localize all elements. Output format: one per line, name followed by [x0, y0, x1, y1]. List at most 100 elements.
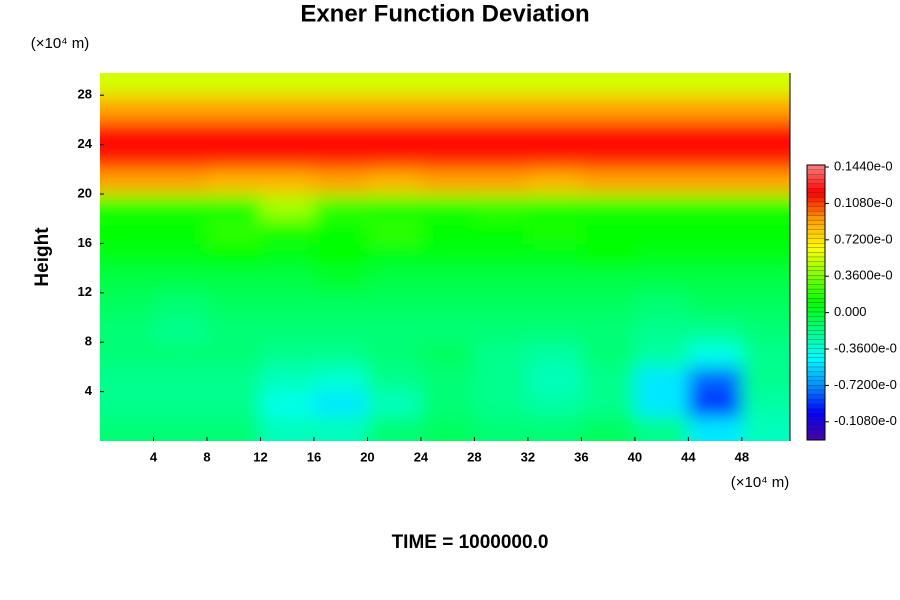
field-cell	[367, 119, 422, 146]
field-cell	[367, 218, 422, 244]
field-cell	[741, 119, 790, 146]
field-cell	[420, 391, 475, 417]
field-cell	[634, 391, 689, 417]
colorbar-band	[806, 380, 826, 386]
x-tick-label: 4	[150, 449, 158, 464]
colorbar-band	[806, 371, 826, 377]
colorbar-label: 0.1440e-0	[834, 158, 893, 173]
field-cell	[688, 292, 743, 319]
field-cell	[260, 144, 315, 170]
field-cell	[153, 119, 208, 146]
x-unit: (×10⁴ m)	[731, 474, 790, 491]
field-cell	[634, 317, 689, 343]
field-cell	[260, 342, 315, 368]
colorbar-band	[806, 288, 826, 294]
field-cell	[153, 194, 208, 220]
colorbar-label: 0.1080e-0	[834, 195, 893, 210]
x-tick-label: 12	[253, 449, 267, 464]
field-cell	[313, 292, 368, 319]
field-cell	[688, 342, 743, 368]
colorbar-band	[806, 375, 826, 381]
field-cell	[313, 169, 368, 195]
y-tick-label: 28	[78, 87, 92, 102]
x-tick-label: 40	[628, 449, 642, 464]
field-cell	[474, 342, 529, 368]
field-cell	[100, 268, 154, 294]
x-tick-label: 32	[521, 449, 535, 464]
field-cell	[313, 391, 368, 417]
colorbar-band	[806, 412, 826, 418]
field-cell	[581, 317, 636, 343]
field-cell	[688, 169, 743, 195]
colorbar-band	[806, 302, 826, 308]
field-cell	[634, 95, 689, 121]
field-cell	[474, 218, 529, 244]
colorbar-band	[806, 361, 826, 368]
field-cell	[634, 416, 689, 441]
field-cell	[527, 73, 582, 96]
field-cell	[153, 292, 208, 319]
field-cell	[420, 169, 475, 195]
y-tick-label: 8	[85, 334, 92, 349]
field-cell	[153, 317, 208, 343]
field-cell	[420, 416, 475, 441]
colorbar-band	[806, 224, 826, 230]
field-cell	[100, 391, 154, 417]
field-cell	[581, 243, 636, 269]
field-cell	[581, 366, 636, 393]
field-cell	[206, 366, 261, 393]
field-cell	[260, 194, 315, 220]
field-cell	[634, 73, 689, 96]
field-cell	[581, 73, 636, 96]
field-cell	[260, 268, 315, 294]
field-cell	[100, 73, 154, 96]
colorbar-band	[806, 201, 826, 207]
colorbar-band	[806, 196, 826, 203]
field-cell	[206, 243, 261, 269]
colorbar-band	[806, 416, 826, 423]
field-cell	[741, 366, 790, 393]
field-cell	[634, 366, 689, 393]
colorbar-band	[806, 426, 826, 432]
field-cell	[634, 243, 689, 269]
colorbar-band	[806, 192, 826, 198]
field-cell	[741, 169, 790, 195]
field-cell	[581, 194, 636, 220]
colorbar-band	[806, 348, 826, 354]
field-cell	[420, 342, 475, 368]
field-cell	[741, 292, 790, 319]
field-cell	[474, 119, 529, 146]
field-cell	[206, 391, 261, 417]
field-cell	[420, 119, 475, 146]
colorbar-band	[806, 284, 826, 290]
field-cell	[206, 169, 261, 195]
colorbar-label: 0.7200e-0	[834, 231, 893, 246]
field-cell	[260, 292, 315, 319]
field-cell	[100, 95, 154, 121]
colorbar-band	[806, 430, 826, 436]
field-cell	[100, 292, 154, 319]
field-cell	[313, 317, 368, 343]
field-cell	[527, 194, 582, 220]
field-cell	[527, 119, 582, 146]
colorbar-label: 0.3600e-0	[834, 268, 893, 283]
y-tick-label: 20	[78, 185, 92, 200]
field-cell	[206, 342, 261, 368]
field-cell	[741, 416, 790, 441]
colorbar-band	[806, 421, 826, 427]
field-cell	[688, 95, 743, 121]
x-tick-label: 44	[681, 449, 696, 464]
field-cell	[474, 95, 529, 121]
colorbar-frame	[806, 164, 826, 441]
colorbar-label: -0.7200e-0	[834, 377, 897, 392]
colorbar-band	[806, 206, 826, 212]
colorbar-band	[806, 274, 826, 281]
field-cell	[581, 169, 636, 195]
colorbar-band	[806, 219, 826, 226]
field-cell	[474, 317, 529, 343]
field-cell	[206, 268, 261, 294]
field-cell	[100, 366, 154, 393]
field-cell	[634, 292, 689, 319]
colorbar-band	[806, 229, 826, 235]
